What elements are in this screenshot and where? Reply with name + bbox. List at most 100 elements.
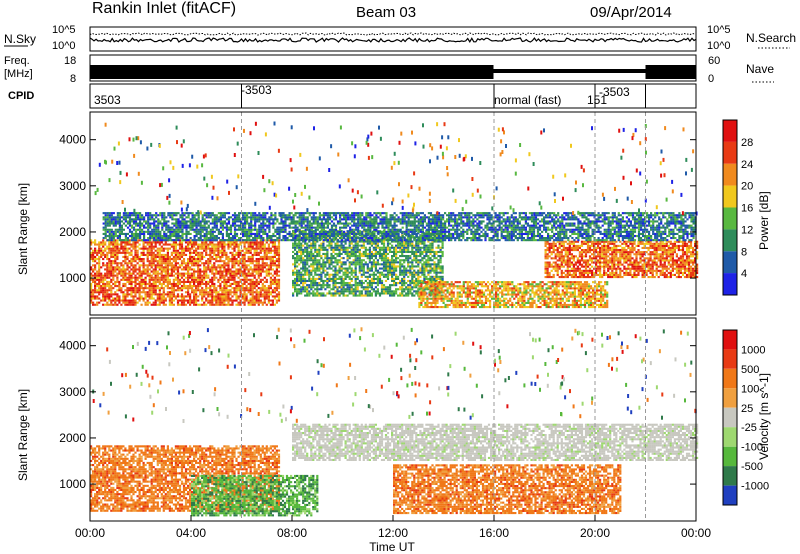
heatmap-cell: [134, 249, 137, 252]
heatmap-cell: [374, 273, 377, 276]
heatmap-cell: [437, 275, 440, 278]
heatmap-cell: [372, 275, 375, 278]
heatmap-cell: [110, 251, 113, 254]
heatmap-cell: [435, 271, 438, 274]
heatmap-cell: [418, 297, 421, 300]
heatmap-cell: [320, 255, 323, 258]
heatmap-cell: [164, 260, 167, 263]
heatmap-cell: [213, 258, 216, 261]
heatmap-cell: [330, 261, 333, 264]
heatmap-cell: [152, 253, 155, 256]
heatmap-cell: [417, 273, 420, 276]
heatmap-cell: [213, 285, 216, 288]
heatmap-cell: [376, 277, 379, 280]
heatmap-cell: [154, 293, 157, 296]
heatmap-cell: [312, 230, 315, 233]
heatmap-cell: [330, 294, 333, 297]
heatmap-cell: [166, 243, 169, 246]
heatmap-cell: [417, 255, 420, 258]
heatmap-cell: [191, 276, 194, 279]
heatmap-cell: [265, 262, 268, 265]
heatmap-cell: [275, 251, 278, 254]
heatmap-cell: [306, 252, 309, 255]
heatmap-cell: [150, 270, 153, 273]
heatmap-cell: [90, 274, 93, 277]
heatmap-cell: [219, 255, 222, 258]
heatmap-cell: [94, 297, 97, 300]
heatmap-cell: [251, 274, 254, 277]
heatmap-cell: [184, 266, 188, 269]
heatmap-cell: [243, 272, 246, 275]
heatmap-cell: [184, 264, 188, 267]
heatmap-cell: [386, 259, 390, 262]
heatmap-cell: [253, 276, 256, 279]
heatmap-cell: [203, 276, 206, 279]
heatmap-cell: [209, 249, 212, 252]
heatmap-cell: [172, 241, 175, 244]
heatmap-cell: [298, 242, 301, 245]
heatmap-cell: [263, 299, 266, 302]
heatmap-cell: [346, 290, 349, 293]
heatmap-cell: [413, 269, 416, 272]
heatmap-cell: [277, 262, 281, 265]
heatmap-cell: [170, 299, 173, 302]
heatmap-cell: [160, 262, 163, 265]
heatmap-cell: [384, 250, 388, 253]
heatmap-cell: [448, 297, 451, 300]
heatmap-cell: [435, 279, 438, 282]
heatmap-cell: [322, 246, 325, 249]
heatmap-cell: [420, 303, 423, 306]
heatmap-cell: [215, 301, 218, 304]
heatmap-cell: [152, 262, 155, 265]
heatmap-cell: [156, 260, 159, 263]
heatmap-cell: [140, 264, 143, 267]
heatmap-cell: [482, 301, 486, 304]
heatmap-cell: [318, 292, 321, 295]
heatmap-cell: [418, 287, 421, 290]
heatmap-cell: [229, 272, 232, 275]
heatmap-cell: [130, 243, 133, 246]
heatmap-cell: [444, 289, 447, 292]
heatmap-cell: [221, 287, 224, 290]
heatmap-cell: [120, 303, 123, 306]
heatmap-cell: [397, 242, 400, 245]
heatmap-cell: [328, 265, 331, 268]
heatmap-cell: [409, 265, 412, 268]
heatmap-cell: [213, 245, 216, 248]
heatmap-cell: [162, 260, 165, 263]
heatmap-cell: [440, 289, 443, 292]
heatmap-cell: [213, 266, 216, 269]
heatmap-cell: [219, 249, 222, 252]
heatmap-cell: [433, 265, 436, 268]
heatmap-cell: [104, 243, 107, 246]
heatmap-cell: [108, 299, 111, 302]
heatmap-cell: [403, 267, 406, 270]
heatmap-cell: [96, 282, 99, 285]
heatmap-cell: [452, 291, 455, 294]
heatmap-cell: [217, 241, 220, 244]
heatmap-cell: [241, 287, 244, 290]
heatmap-cell: [362, 269, 365, 272]
heatmap-cell: [372, 242, 375, 245]
heatmap-cell: [430, 303, 433, 306]
heatmap-cell: [122, 272, 125, 275]
heatmap-cell: [454, 301, 457, 304]
heatmap-cell: [231, 262, 234, 265]
heatmap-cell: [150, 245, 153, 248]
heatmap-cell: [348, 257, 351, 260]
heatmap-cell: [298, 273, 301, 276]
heatmap-cell: [142, 253, 145, 256]
heatmap-cell: [415, 248, 418, 251]
heatmap-cell: [221, 260, 224, 263]
heatmap-cell: [332, 257, 335, 260]
heatmap-cell: [160, 272, 163, 275]
heatmap-cell: [399, 279, 402, 282]
heatmap-cell: [96, 303, 99, 306]
heatmap-cell: [420, 285, 423, 288]
heatmap-cell: [130, 299, 133, 302]
heatmap-cell: [239, 241, 242, 244]
heatmap-cell: [146, 293, 149, 296]
heatmap-cell: [164, 293, 167, 296]
heatmap-cell: [277, 266, 281, 269]
heatmap-cell: [370, 234, 373, 237]
